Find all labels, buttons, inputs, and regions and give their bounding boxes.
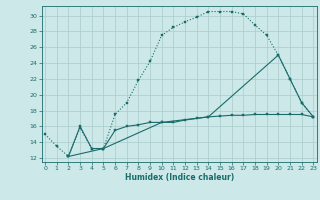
X-axis label: Humidex (Indice chaleur): Humidex (Indice chaleur) [124,173,234,182]
